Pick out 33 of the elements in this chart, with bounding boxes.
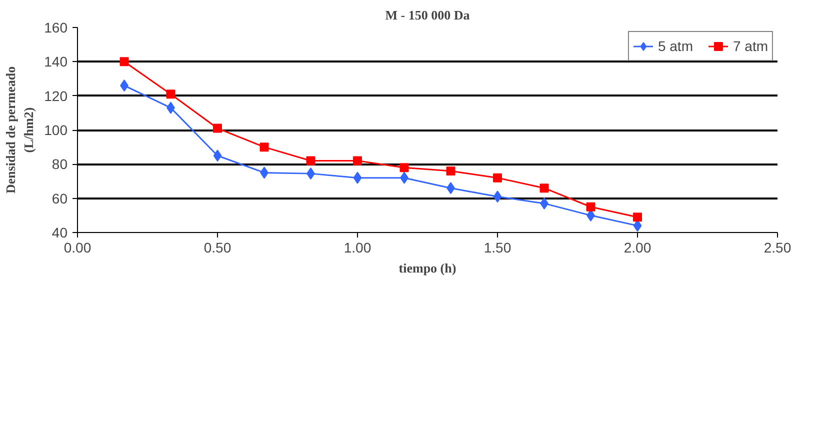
point <box>446 166 456 176</box>
point <box>213 124 222 133</box>
legend-label: 7 atm <box>732 38 768 54</box>
point <box>540 184 549 193</box>
y-tick-label: 80 <box>52 156 68 172</box>
point <box>306 156 316 166</box>
point <box>633 212 642 222</box>
y-tick-label: 40 <box>52 224 68 240</box>
point <box>586 202 596 212</box>
x-tick-label: 1.00 <box>344 240 372 256</box>
point <box>353 156 362 166</box>
x-tick-label: 2.50 <box>764 240 792 256</box>
x-axis-title: tiempo (h) <box>398 260 456 276</box>
y-tick-label: 100 <box>44 122 68 138</box>
y-axis-title: Densidad de permeado (L/hm2) <box>3 66 36 194</box>
x-tick-label: 2.00 <box>624 240 652 256</box>
point <box>213 150 222 162</box>
point <box>493 190 502 203</box>
chart-title: M - 150 000 Da <box>385 8 470 22</box>
x-tick-label: 0.50 <box>204 240 232 256</box>
point <box>120 57 129 66</box>
legend-label: 5 atm <box>658 38 693 54</box>
point <box>260 142 269 152</box>
y-tick-label: 60 <box>52 190 68 206</box>
x-tick-label: 1.50 <box>484 240 512 256</box>
y-tick-label: 140 <box>44 54 68 70</box>
point <box>166 90 176 99</box>
point <box>493 173 502 182</box>
x-tick-label: 0.00 <box>64 240 92 256</box>
point <box>353 172 362 184</box>
y-tick-label: 120 <box>44 88 68 104</box>
point <box>400 163 409 172</box>
y-tick-label: 160 <box>44 20 68 36</box>
